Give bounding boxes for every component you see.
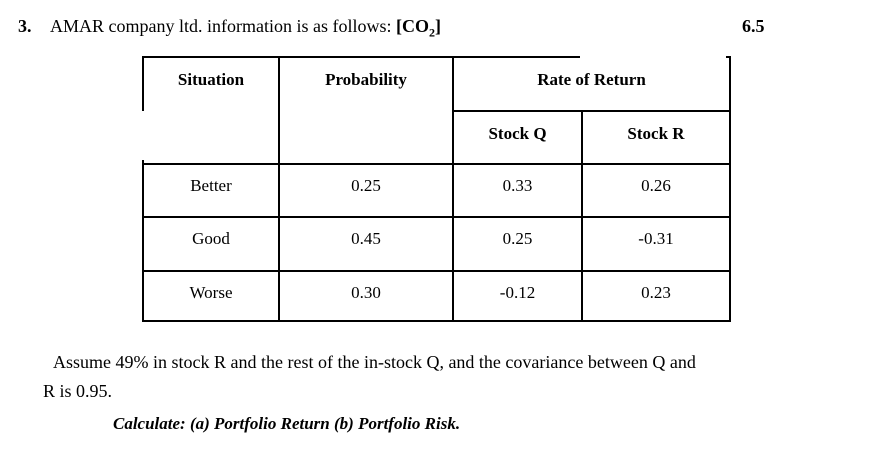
table-cell: 0.30 — [278, 270, 454, 322]
marks-value: 6.5 — [742, 16, 765, 36]
col-header-rate-of-return: Rate of Return — [452, 56, 731, 112]
header-row-top: Situation Probability Rate of Return — [142, 56, 731, 165]
col-header-probability: Probability — [278, 56, 454, 165]
border-gap-left-artifact — [140, 111, 146, 160]
header-row-sub: Stock Q Stock R — [143, 110, 731, 165]
instruction-text: Calculate: (a) Portfolio Return (b) Port… — [113, 414, 461, 433]
question-text-main: AMAR company ltd. information is as foll… — [50, 16, 396, 36]
table-cell: 0.33 — [452, 163, 583, 218]
question-co2-label: [CO2] — [395, 16, 441, 39]
table-cell: 0.45 — [278, 216, 454, 272]
co2-subscript: 2 — [428, 25, 435, 40]
co2-prefix: [CO — [395, 16, 429, 36]
question-number: 3. — [18, 16, 32, 36]
table-row-worse: Worse 0.30 -0.12 0.23 — [142, 270, 731, 322]
row-label: Good — [142, 216, 280, 272]
row-label: Better — [142, 163, 280, 218]
table-cell: 0.23 — [581, 270, 731, 322]
col-header-stock-r: Stock R — [581, 110, 731, 165]
table-row-good: Good 0.45 0.25 -0.31 — [142, 216, 731, 272]
table-cell: 0.26 — [581, 163, 731, 218]
question-header: 3. AMAR company ltd. information is as f… — [0, 16, 877, 40]
table-cell: 0.25 — [278, 163, 454, 218]
question-text: AMAR company ltd. information is as foll… — [50, 16, 441, 39]
table-row-better: Better 0.25 0.33 0.26 — [142, 163, 731, 218]
border-gap-top-artifact — [580, 54, 726, 60]
assumption-text-line1: Assume 49% in stock R and the rest of th… — [53, 352, 696, 372]
table-cell: -0.31 — [581, 216, 731, 272]
row-label: Worse — [142, 270, 280, 322]
returns-table-wrap: Situation Probability Rate of Return Sto… — [140, 54, 733, 324]
col-header-stock-q: Stock Q — [452, 110, 583, 165]
returns-table: Situation Probability Rate of Return Sto… — [142, 56, 731, 322]
assumption-text-line2: R is 0.95. — [43, 381, 113, 401]
table-cell: 0.25 — [452, 216, 583, 272]
co2-suffix: ] — [434, 16, 441, 36]
col-header-situation: Situation — [142, 56, 280, 165]
table-cell: -0.12 — [452, 270, 583, 322]
